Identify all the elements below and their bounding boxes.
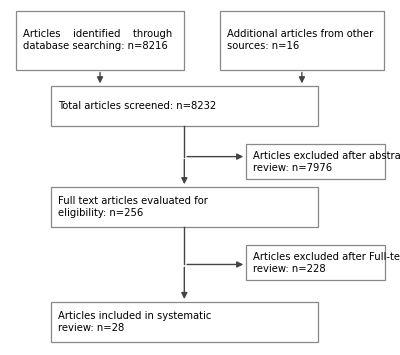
FancyBboxPatch shape — [51, 302, 318, 342]
Text: Total articles screened: n=8232: Total articles screened: n=8232 — [58, 101, 216, 111]
FancyBboxPatch shape — [246, 245, 385, 280]
FancyBboxPatch shape — [246, 144, 385, 179]
Text: Articles excluded after abstract
review: n=7976: Articles excluded after abstract review:… — [253, 151, 400, 173]
Text: Articles    identified    through
database searching: n=8216: Articles identified through database sea… — [23, 29, 172, 51]
FancyBboxPatch shape — [51, 86, 318, 126]
FancyBboxPatch shape — [16, 11, 184, 70]
Text: Additional articles from other
sources: n=16: Additional articles from other sources: … — [227, 29, 373, 51]
FancyBboxPatch shape — [220, 11, 384, 70]
Text: Full text articles evaluated for
eligibility: n=256: Full text articles evaluated for eligibi… — [58, 196, 208, 218]
Text: Articles included in systematic
review: n=28: Articles included in systematic review: … — [58, 311, 212, 333]
Text: Articles excluded after Full-text
review: n=228: Articles excluded after Full-text review… — [253, 252, 400, 274]
FancyBboxPatch shape — [51, 187, 318, 227]
